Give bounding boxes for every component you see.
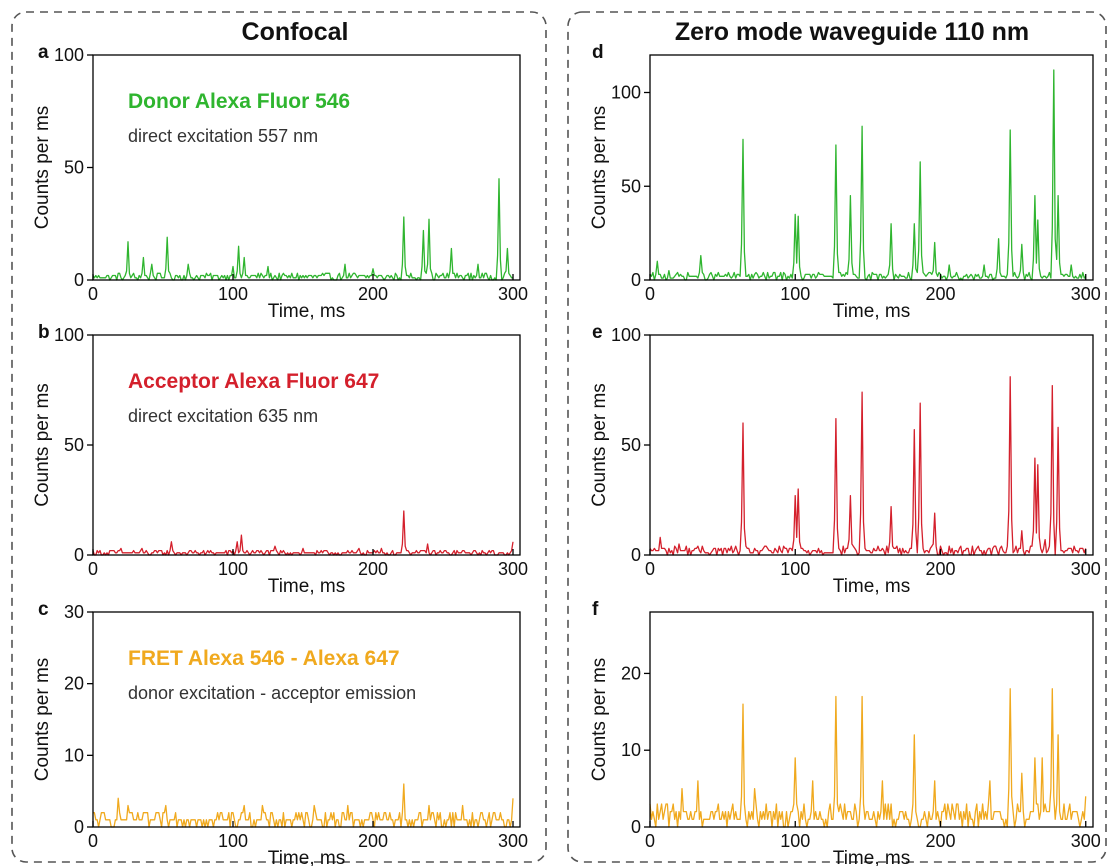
y-tick-label: 100 <box>54 45 84 65</box>
y-tick-label: 0 <box>74 817 84 837</box>
x-tick-label: 0 <box>645 559 655 579</box>
annotation-title: Donor Alexa Fluor 546 <box>128 90 350 113</box>
y-tick-label: 100 <box>611 325 641 345</box>
series-line <box>649 688 1087 828</box>
series-line <box>649 376 1087 556</box>
plot-frame <box>92 611 521 828</box>
x-axis-label: Time, ms <box>268 301 345 322</box>
y-axis-label: Counts per ms <box>32 383 53 507</box>
x-tick-label: 100 <box>218 559 248 579</box>
y-tick-label: 20 <box>64 674 84 694</box>
panel-letter: e <box>592 322 603 343</box>
plot-frame <box>649 334 1094 556</box>
panel-letter: a <box>38 42 49 63</box>
y-axis-label: Counts per ms <box>32 106 53 230</box>
y-tick-label: 100 <box>54 325 84 345</box>
panel-c: 0 100 200 300 0 10 20 30 Time, ms Counts per ms c F… <box>32 599 528 866</box>
plot-frame <box>92 54 521 281</box>
x-tick-label: 100 <box>780 284 810 304</box>
y-tick-label: 10 <box>64 745 84 765</box>
zmw-title: Zero mode waveguide 110 nm <box>675 18 1029 46</box>
confocal-title: Confocal <box>242 18 349 46</box>
plot-frame <box>649 54 1094 281</box>
annotation-title: FRET Alexa 546 - Alexa 647 <box>128 647 400 670</box>
panel-d: 0 100 200 300 0 50 100 Time, ms Counts per ms d <box>589 42 1101 322</box>
x-axis-label: Time, ms <box>833 848 910 866</box>
panel-letter: b <box>38 322 50 343</box>
x-tick-label: 300 <box>498 831 528 851</box>
series-line <box>92 178 513 281</box>
series-line <box>93 783 514 828</box>
series-line <box>92 510 514 556</box>
x-tick-label: 200 <box>925 284 955 304</box>
y-axis-label: Counts per ms <box>589 106 610 230</box>
plot-frame <box>649 611 1094 828</box>
x-tick-label: 200 <box>925 559 955 579</box>
x-tick-label: 0 <box>88 831 98 851</box>
y-axis-label: Counts per ms <box>589 383 610 507</box>
x-tick-label: 200 <box>358 559 388 579</box>
y-axis-label: Counts per ms <box>589 658 610 782</box>
panel-b: 0 100 200 300 0 50 100 Time, ms Counts per ms b Ac… <box>32 322 528 597</box>
y-axis-label: Counts per ms <box>32 658 53 782</box>
x-tick-label: 300 <box>1071 284 1101 304</box>
x-tick-label: 300 <box>1071 831 1101 851</box>
annotation-subtitle: direct excitation 557 nm <box>128 126 318 146</box>
confocal-box <box>11 11 547 863</box>
annotation-subtitle: direct excitation 635 nm <box>128 406 318 426</box>
x-tick-label: 0 <box>88 284 98 304</box>
x-tick-label: 100 <box>218 284 248 304</box>
x-tick-label: 200 <box>925 831 955 851</box>
panel-e: 0 100 200 300 0 50 100 Time, ms Counts per ms e <box>589 322 1101 597</box>
x-tick-label: 0 <box>88 559 98 579</box>
panel-f: 0 100 200 300 0 10 20 Time, ms Counts per ms f <box>589 599 1101 866</box>
x-tick-label: 100 <box>780 559 810 579</box>
x-axis-label: Time, ms <box>833 576 910 597</box>
x-tick-label: 0 <box>645 284 655 304</box>
x-tick-label: 200 <box>358 831 388 851</box>
annotation-title: Acceptor Alexa Fluor 647 <box>128 370 379 393</box>
panel-letter: f <box>592 599 599 620</box>
y-tick-label: 0 <box>631 545 641 565</box>
panel-letter: d <box>592 42 604 63</box>
x-tick-label: 0 <box>645 831 655 851</box>
panel-letter: c <box>38 599 49 620</box>
y-tick-label: 0 <box>74 270 84 290</box>
y-tick-label: 50 <box>621 176 641 196</box>
x-tick-label: 100 <box>218 831 248 851</box>
series-line <box>649 69 1087 281</box>
y-tick-label: 50 <box>64 158 84 178</box>
x-tick-label: 300 <box>498 559 528 579</box>
y-tick-label: 50 <box>621 435 641 455</box>
annotation-subtitle: donor excitation - acceptor emission <box>128 683 416 703</box>
zmw-box <box>567 11 1107 863</box>
x-tick-label: 200 <box>358 284 388 304</box>
y-tick-label: 50 <box>64 435 84 455</box>
y-tick-label: 0 <box>631 817 641 837</box>
y-tick-label: 20 <box>621 663 641 683</box>
y-tick-label: 100 <box>611 83 641 103</box>
x-tick-label: 100 <box>780 831 810 851</box>
x-axis-label: Time, ms <box>833 301 910 322</box>
x-axis-label: Time, ms <box>268 848 345 866</box>
x-axis-label: Time, ms <box>268 576 345 597</box>
panel-a: 0 100 200 300 0 50 100 Time, ms Counts per ms a Do… <box>32 42 528 322</box>
y-tick-label: 30 <box>64 602 84 622</box>
y-tick-label: 0 <box>74 545 84 565</box>
plot-frame <box>92 334 521 556</box>
x-tick-label: 300 <box>498 284 528 304</box>
y-tick-label: 10 <box>621 740 641 760</box>
x-tick-label: 300 <box>1071 559 1101 579</box>
y-tick-label: 0 <box>631 270 641 290</box>
